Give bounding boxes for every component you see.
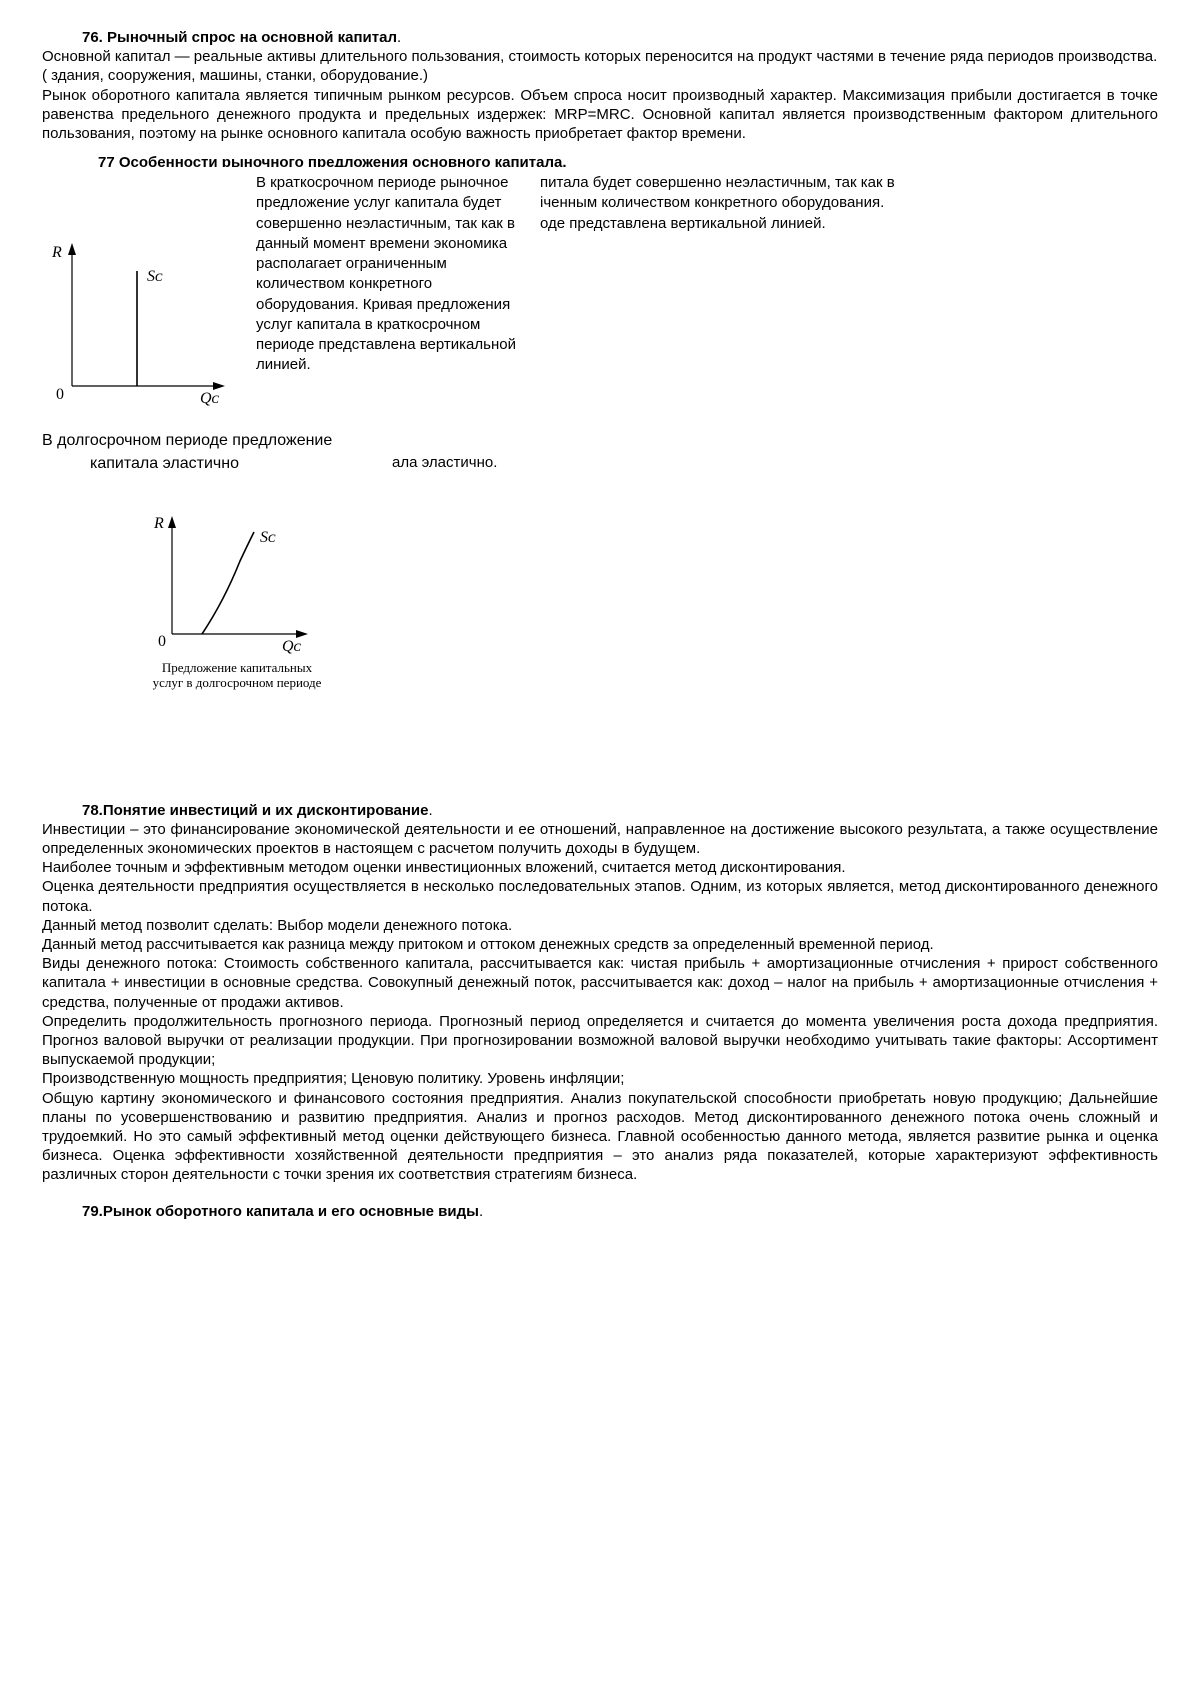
- s77-longrun-left: В долгосрочном периоде предложение капит…: [42, 429, 382, 475]
- graph1-ylabel: R: [51, 244, 62, 261]
- graph2-ylabel: R: [153, 515, 164, 532]
- s77-col-b: питала будет совершенно неэластичным, та…: [540, 171, 1158, 411]
- heading-78: 78.Понятие инвестиций и их дисконтирован…: [42, 801, 1158, 820]
- section-77-row: R Sᴄ 0 Qᴄ В краткосрочном периоде рыночн…: [42, 171, 1158, 411]
- graph-shortrun-wrap: R Sᴄ 0 Qᴄ: [42, 171, 242, 411]
- s77-longrun-right: ала эластично.: [382, 429, 497, 475]
- s78-p7: Определить продолжительность прогнозного…: [42, 1012, 1158, 1070]
- graph-longrun: R Sᴄ 0 Qᴄ: [132, 506, 327, 656]
- graph1-curve-label: Sᴄ: [147, 268, 163, 285]
- s78-p1: Инвестиции – это финансирование экономич…: [42, 820, 1158, 858]
- s76-p1: Основной капитал — реальные активы длите…: [42, 47, 1158, 66]
- s78-p2: Наиболее точным и эффективным методом оц…: [42, 858, 1158, 877]
- graph2-origin: 0: [158, 633, 166, 650]
- heading-76: 76. Рыночный спрос на основной капитал.: [42, 28, 1158, 47]
- s78-p9: Общую картину экономического и финансово…: [42, 1089, 1158, 1185]
- heading-79: 79.Рынок оборотного капитала и его основ…: [42, 1202, 1158, 1221]
- s78-p6: Виды денежного потока: Стоимость собстве…: [42, 954, 1158, 1012]
- graph1-xlabel: Qᴄ: [200, 390, 220, 407]
- graph-shortrun: R Sᴄ 0 Qᴄ: [42, 231, 242, 411]
- s78-p8: Производственную мощность предприятия; Ц…: [42, 1069, 1158, 1088]
- s78-p5: Данный метод рассчитывается как разница …: [42, 935, 1158, 954]
- graph2-curve-label: Sᴄ: [260, 529, 276, 546]
- s76-p3: Рынок оборотного капитала является типич…: [42, 86, 1158, 144]
- s78-p4: Данный метод позволит сделать: Выбор мод…: [42, 916, 1158, 935]
- s78-p3: Оценка деятельности предприятия осуществ…: [42, 877, 1158, 915]
- graph1-origin: 0: [56, 386, 64, 403]
- s77-col-a: В краткосрочном периоде рыночное предлож…: [256, 171, 526, 411]
- graph2-xlabel: Qᴄ: [282, 638, 302, 655]
- s76-p2: ( здания, сооружения, машины, станки, об…: [42, 66, 1158, 85]
- graph-longrun-wrap: R Sᴄ 0 Qᴄ Предложение капитальных услуг …: [132, 506, 342, 691]
- heading-77-cut: 77 Особенности рыночного предложения осн…: [42, 153, 1158, 167]
- s77-longrun-row: В долгосрочном периоде предложение капит…: [42, 429, 1158, 475]
- graph2-caption: Предложение капитальных услуг в долгосро…: [132, 660, 342, 691]
